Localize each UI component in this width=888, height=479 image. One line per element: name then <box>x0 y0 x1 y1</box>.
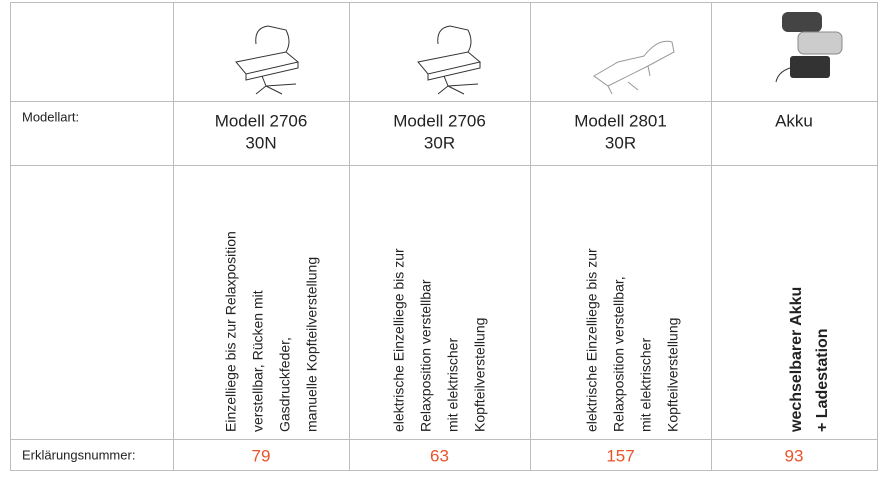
row-label: Erklärungsnummer: <box>22 447 135 462</box>
chair-image <box>417 25 482 95</box>
explanation-number: 157 <box>606 446 634 465</box>
description-line: Kopfteilverstellung <box>665 318 681 432</box>
description-line: + Ladestation <box>814 328 831 432</box>
description-line: Relaxposition verstellbar, <box>611 276 627 432</box>
description-line: Gasdruckfeder, <box>277 337 293 432</box>
model-code: 30R <box>424 133 455 152</box>
explanation-number: 93 <box>785 446 804 465</box>
model-code: 30N <box>245 133 276 152</box>
description-line: verstellbar, Rücken mit <box>250 290 266 432</box>
description-line: Einzelliege bis zur Relaxposition <box>223 231 239 432</box>
explanation-number: 79 <box>252 446 271 465</box>
description-line: manuelle Kopfteilverstellung <box>304 257 320 432</box>
model-name: Modell 2801 <box>574 111 667 130</box>
chair-image <box>593 40 675 95</box>
description-line: elektrische Einzelliege bis zur <box>391 248 407 432</box>
description-line: mit elektrischer <box>445 338 461 432</box>
description-line: mit elektrischer <box>638 338 654 432</box>
model-name: Modell 2706 <box>215 111 308 130</box>
model-code: 30R <box>605 133 636 152</box>
model-name: Modell 2706 <box>393 111 486 130</box>
description-line: Relaxposition verstellbar <box>418 279 434 432</box>
description-line: Kopfteilverstellung <box>472 318 488 432</box>
description-line: wechselbarer Akku <box>788 287 805 433</box>
explanation-number: 63 <box>430 446 449 465</box>
row-label: Modellart: <box>22 109 79 124</box>
battery-image <box>775 12 843 83</box>
model-name: Akku <box>775 111 813 130</box>
chair-image <box>235 25 300 95</box>
description-line: elektrische Einzelliege bis zur <box>584 248 600 432</box>
table-grid <box>10 2 878 471</box>
